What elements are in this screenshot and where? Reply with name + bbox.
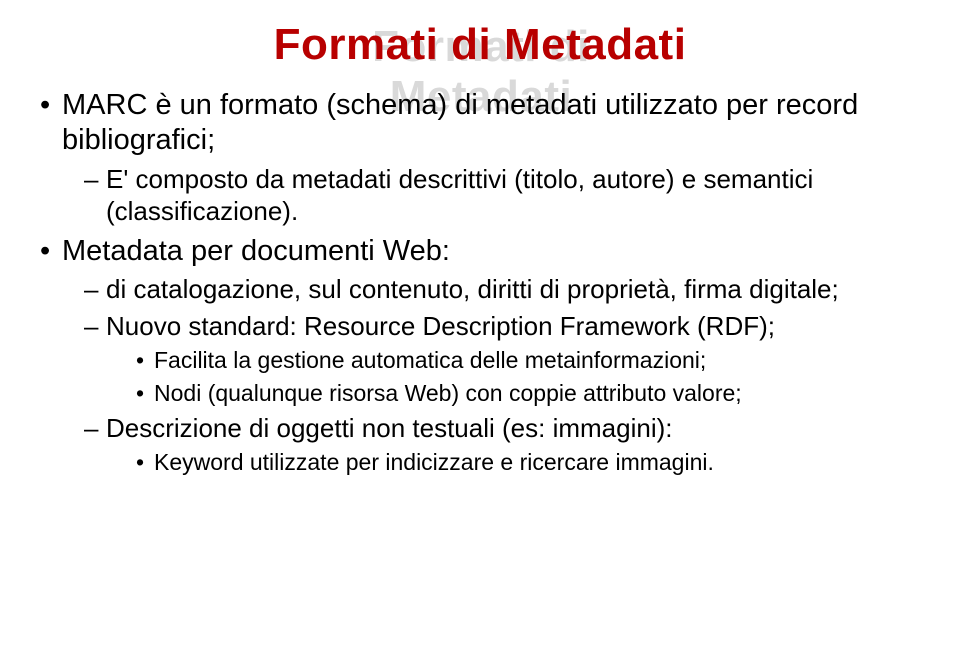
bullet-1-sub-1-text: E' composto da metadati descrittivi (tit… xyxy=(106,164,813,227)
bullet-2-sub-2-sub-1-text: Facilita la gestione automatica delle me… xyxy=(154,347,706,373)
bullet-1: MARC è un formato (schema) di metadati u… xyxy=(34,88,926,228)
bullet-2-sub-1: di catalogazione, sul contenuto, diritti… xyxy=(62,273,926,306)
bullet-2-sub-2-sub-2: Nodi (qualunque risorsa Web) con coppie … xyxy=(106,379,926,408)
bullet-2-sub-3-sub-1: Keyword utilizzate per indicizzare e ric… xyxy=(106,448,926,477)
bullet-2-sub-2-text: Nuovo standard: Resource Description Fra… xyxy=(106,311,775,341)
bullet-2-sub-3-text: Descrizione di oggetti non testuali (es:… xyxy=(106,413,672,443)
bullet-2-sub-1-text: di catalogazione, sul contenuto, diritti… xyxy=(106,274,839,304)
bullet-2-text: Metadata per documenti Web: xyxy=(62,235,450,267)
bullet-1-text: MARC è un formato (schema) di metadati u… xyxy=(62,89,858,156)
title-text: Formati di Metadati xyxy=(274,20,687,69)
bullet-2-sub-3-sub-1-text: Keyword utilizzate per indicizzare e ric… xyxy=(154,449,714,475)
bullet-2-sub-3: Descrizione di oggetti non testuali (es:… xyxy=(62,412,926,477)
bullet-2-sub-2-sub-2-text: Nodi (qualunque risorsa Web) con coppie … xyxy=(154,380,742,406)
bullet-2-sub-2: Nuovo standard: Resource Description Fra… xyxy=(62,310,926,408)
slide: Formati di Metadati Formati di Metadati … xyxy=(0,0,960,652)
slide-title: Formati di Metadati Formati di Metadati xyxy=(34,20,926,70)
bullet-1-sub-1: E' composto da metadati descrittivi (tit… xyxy=(62,163,926,228)
bullet-2: Metadata per documenti Web: di catalogaz… xyxy=(34,234,926,477)
bullet-list: MARC è un formato (schema) di metadati u… xyxy=(34,88,926,477)
bullet-2-sub-2-sub-1: Facilita la gestione automatica delle me… xyxy=(106,346,926,375)
